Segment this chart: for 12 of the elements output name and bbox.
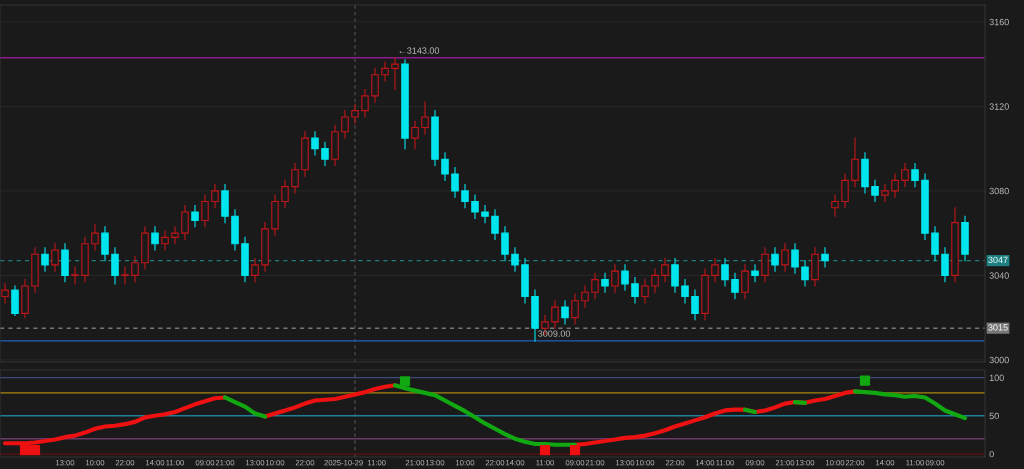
- annotation: ←3143.00: [399, 47, 440, 54]
- ref-line-label: 3047: [988, 256, 1008, 264]
- y-tick-label: 100: [989, 374, 1004, 381]
- y-tick-label: 3080: [989, 187, 1009, 195]
- y-tick-label: 3160: [989, 18, 1009, 26]
- y-tick-label: 3040: [989, 272, 1009, 279]
- y-tick-label: 0: [989, 450, 994, 458]
- annotation: 3009.00: [538, 330, 571, 337]
- y-tick-label: 3000: [989, 356, 1009, 364]
- y-tick-label: 50: [989, 412, 999, 420]
- ref-line-label: 3015: [988, 324, 1008, 331]
- y-tick-label: 3120: [989, 103, 1009, 110]
